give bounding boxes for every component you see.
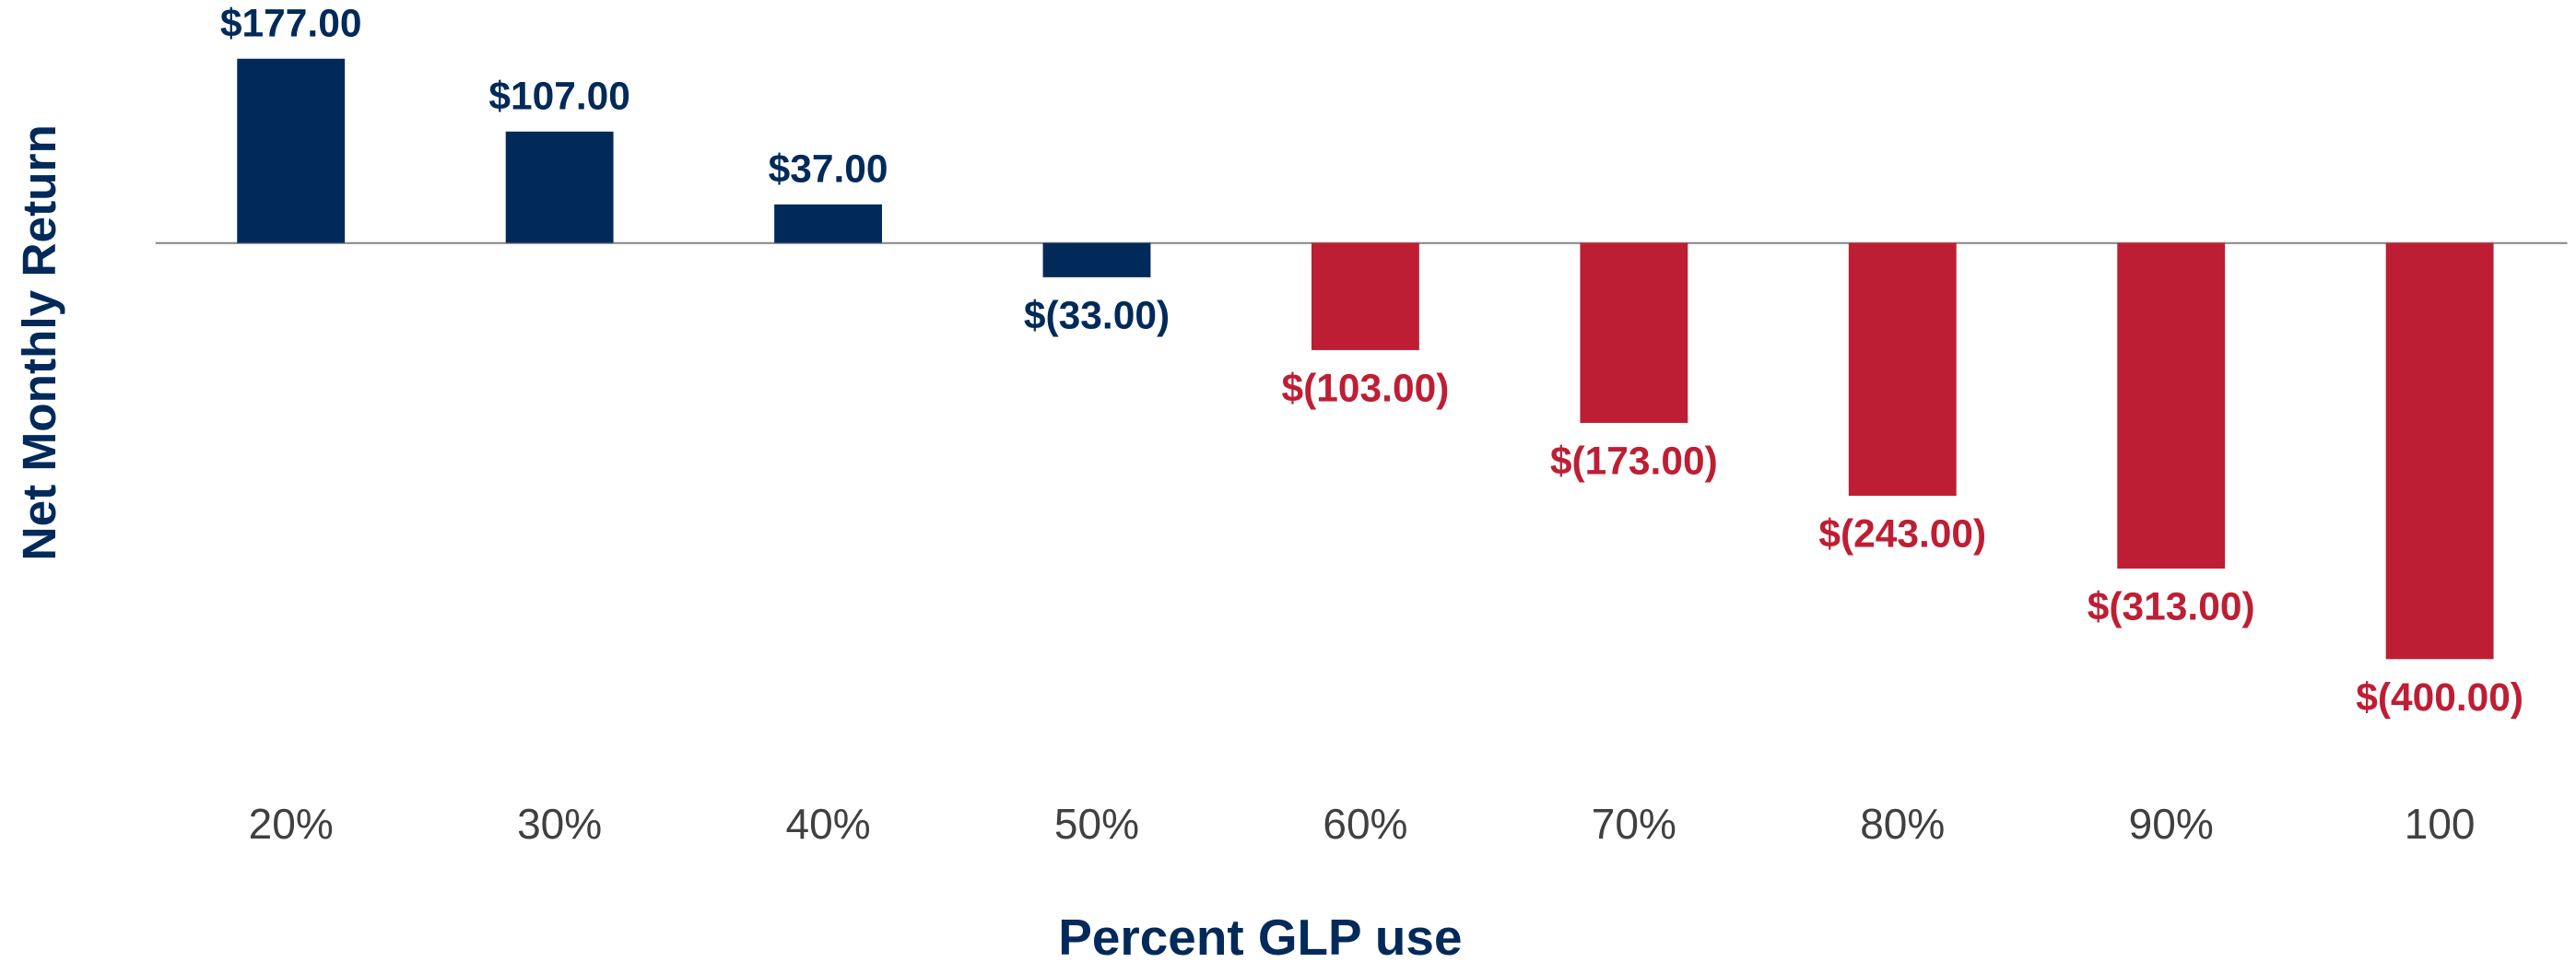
bar [1580, 242, 1688, 423]
bar [505, 131, 614, 243]
value-label: $37.00 [769, 148, 888, 192]
x-tick-label: 20% [249, 800, 334, 848]
value-label: $(33.00) [1024, 294, 1170, 337]
value-label: $(400.00) [2356, 676, 2523, 720]
bar [1042, 242, 1151, 277]
y-axis-title: Net Monthly Return [13, 124, 65, 560]
bar [237, 58, 346, 243]
value-label: $(243.00) [1818, 512, 1986, 556]
bar [1848, 242, 1957, 497]
x-tick-label: 70% [1592, 800, 1676, 848]
value-label: $177.00 [220, 3, 362, 46]
bar [1311, 242, 1419, 350]
value-label: $107.00 [488, 76, 630, 119]
bar [2117, 242, 2226, 569]
x-axis-title: Percent GLP use [1058, 909, 1462, 966]
x-tick-label: 50% [1054, 800, 1139, 848]
value-label: $(103.00) [1281, 367, 1449, 410]
x-tick-label: 80% [1860, 800, 1945, 848]
value-label: $(313.00) [2088, 586, 2255, 629]
x-tick-label: 90% [2129, 800, 2214, 848]
x-tick-label: 30% [517, 800, 602, 848]
x-tick-label: 60% [1323, 800, 1407, 848]
x-tick-label: 40% [786, 800, 871, 848]
x-tick-label: 100 [2405, 800, 2476, 848]
value-label: $(173.00) [1550, 440, 1718, 483]
bar [2385, 242, 2494, 660]
bar [774, 204, 882, 243]
